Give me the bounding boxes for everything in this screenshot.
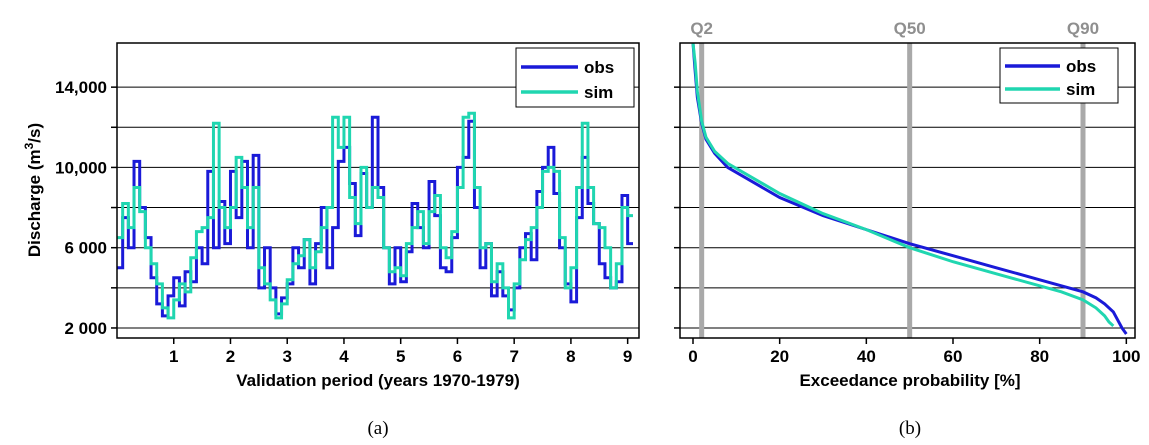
x-tick-label-a-8: 9 (623, 347, 632, 366)
reference-label-q50: Q50 (894, 19, 926, 38)
x-tick-label-b-1: 20 (770, 347, 789, 366)
legend-box-a (515, 47, 635, 108)
x-tick-label-b-0: 0 (688, 347, 697, 366)
x-tick-label-a-6: 7 (509, 347, 518, 366)
chart-panel-b: Q2 Q50 Q90 0 20 40 60 80 100 obs sim Exceedance… (674, 19, 1141, 439)
plot-frame-b (679, 42, 1136, 339)
y-tick-label-a-0: 2 000 (64, 319, 107, 338)
y-tick-label-a-3: 14,000 (55, 78, 107, 97)
x-tick-label-a-1: 2 (226, 347, 235, 366)
x-tick-label-b-4: 80 (1030, 347, 1049, 366)
x-tick-label-a-0: 1 (169, 347, 178, 366)
legend-label-obs-b: obs (1066, 57, 1096, 76)
y-axis-label-part1: Discharge (m (25, 149, 44, 257)
panel-label-b: (b) (899, 418, 921, 439)
x-tick-label-a-7: 8 (566, 347, 575, 366)
plot-frame-a (116, 42, 640, 339)
x-tick-label-b-5: 100 (1112, 347, 1140, 366)
x-axis-label-a: Validation period (years 1970-1979) (236, 371, 519, 390)
reference-label-q2: Q2 (690, 19, 713, 38)
legend-b: obs sim (999, 47, 1119, 104)
series-group-b (691, 42, 1128, 335)
y-axis-label-superscript: 3 (22, 142, 36, 149)
x-tick-label-a-3: 4 (339, 347, 349, 366)
y-tick-label-a-2: 10,000 (55, 158, 107, 177)
legend-label-obs-a: obs (584, 58, 614, 77)
y-tick-label-a-1: 6 000 (64, 239, 107, 258)
legend-label-sim-b: sim (1066, 80, 1095, 99)
series-group-a (117, 111, 633, 320)
panel-label-a: (a) (367, 418, 388, 439)
x-tick-label-a-2: 3 (282, 347, 291, 366)
legend-label-sim-a: sim (584, 83, 613, 102)
x-tick-label-b-3: 60 (944, 347, 963, 366)
series-line-sim-b (691, 42, 1115, 328)
x-tick-label-a-5: 6 (453, 347, 462, 366)
legend-box-b (999, 47, 1119, 104)
axis-ticks-b: 0 20 40 60 80 100 (674, 86, 1141, 366)
y-axis-label-part2: /s) (25, 123, 44, 143)
x-axis-label-b: Exceedance probability [%] (799, 371, 1020, 390)
x-tick-label-a-4: 5 (396, 347, 405, 366)
legend-a: obs sim (515, 47, 635, 108)
series-line-sim-a (117, 111, 633, 320)
axis-ticks-a: 1 2 3 4 5 6 7 8 9 2 000 6 000 10,000 14,000 (55, 78, 632, 366)
y-axis-label-a: Discharge (m3/s) (22, 123, 44, 257)
x-tick-label-b-2: 40 (857, 347, 876, 366)
reference-label-q90: Q90 (1067, 19, 1099, 38)
